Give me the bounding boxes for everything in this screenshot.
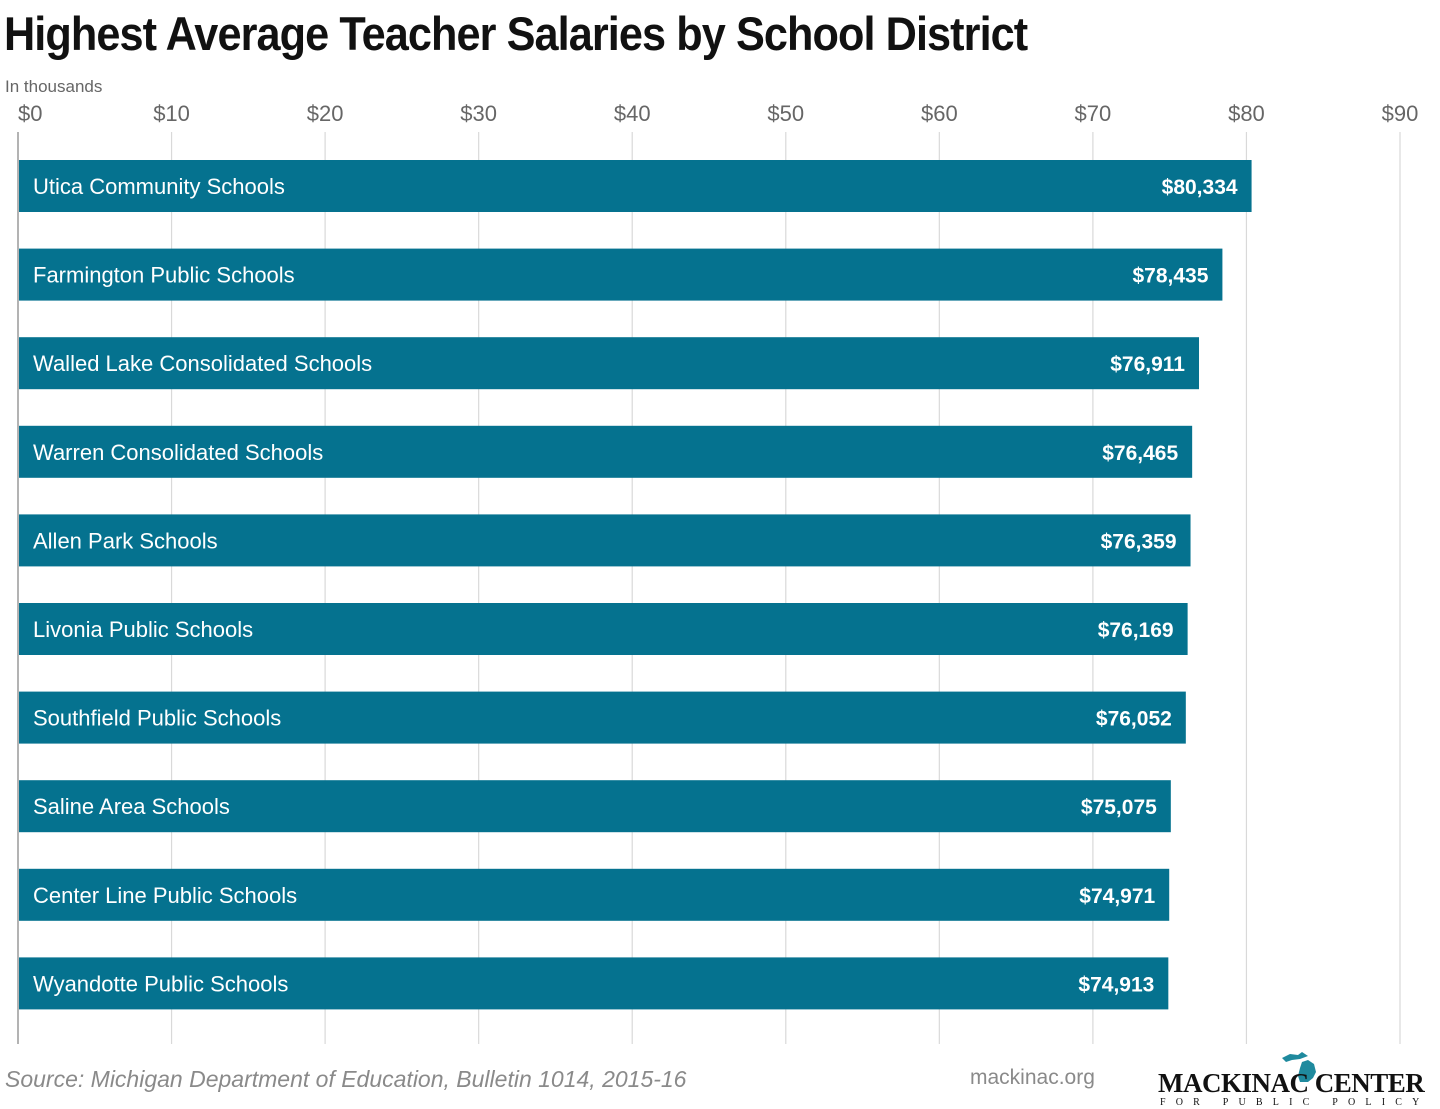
- bar-category-label: Center Line Public Schools: [33, 883, 297, 908]
- michigan-map-icon: [1282, 1052, 1316, 1082]
- bar-value-label: $76,465: [1102, 442, 1178, 465]
- x-tick-label: $80: [1228, 101, 1265, 126]
- site-link[interactable]: mackinac.org: [970, 1066, 1095, 1089]
- bar-category-label: Southfield Public Schools: [33, 706, 281, 731]
- bar-value-label: $76,052: [1096, 708, 1172, 731]
- bar-value-label: $74,971: [1079, 885, 1155, 908]
- bar: [19, 248, 1223, 301]
- bar: [19, 780, 1171, 833]
- bar-category-label: Utica Community Schools: [33, 174, 285, 199]
- bar-value-label: $74,913: [1078, 973, 1154, 996]
- x-tick-label: $0: [18, 101, 42, 126]
- bar-value-label: $76,911: [1110, 353, 1185, 376]
- bar: [19, 337, 1200, 390]
- bar-category-label: Walled Lake Consolidated Schools: [33, 351, 372, 376]
- bar-category-label: Livonia Public Schools: [33, 617, 253, 642]
- x-tick-label: $90: [1382, 101, 1419, 126]
- chart-title: Highest Average Teacher Salaries by Scho…: [4, 7, 1028, 60]
- bar: [19, 868, 1170, 921]
- bar-category-label: Farmington Public Schools: [33, 263, 295, 288]
- logo-name: MACKINAC CENTER: [1158, 1068, 1425, 1098]
- bar-value-label: $75,075: [1081, 796, 1157, 819]
- x-tick-label: $10: [153, 101, 190, 126]
- bar-value-label: $78,435: [1132, 265, 1208, 288]
- bar-category-label: Wyandotte Public Schools: [33, 971, 288, 996]
- bar-value-label: $80,334: [1162, 176, 1238, 199]
- bar: [19, 425, 1193, 478]
- x-tick-label: $40: [614, 101, 651, 126]
- mackinac-logo: MACKINAC CENTER FOR PUBLIC POLICY: [1150, 1048, 1435, 1108]
- bar-category-label: Saline Area Schools: [33, 794, 230, 819]
- x-tick-label: $20: [307, 101, 344, 126]
- bar: [19, 691, 1186, 744]
- bar: [19, 514, 1191, 567]
- x-tick-label: $30: [460, 101, 497, 126]
- x-tick-label: $50: [767, 101, 804, 126]
- bar-value-label: $76,359: [1101, 530, 1177, 553]
- bar: [19, 957, 1169, 1010]
- bar-category-label: Allen Park Schools: [33, 528, 218, 553]
- bar: [19, 603, 1188, 655]
- x-tick-label: $70: [1075, 101, 1112, 126]
- bar-category-label: Warren Consolidated Schools: [33, 440, 323, 465]
- unit-note: In thousands: [5, 77, 103, 96]
- bar-value-label: $76,169: [1098, 619, 1174, 642]
- x-tick-label: $60: [921, 101, 958, 126]
- bar: [19, 160, 1252, 212]
- logo-tagline: FOR PUBLIC POLICY: [1160, 1097, 1430, 1108]
- source-note: Source: Michigan Department of Education…: [5, 1066, 687, 1092]
